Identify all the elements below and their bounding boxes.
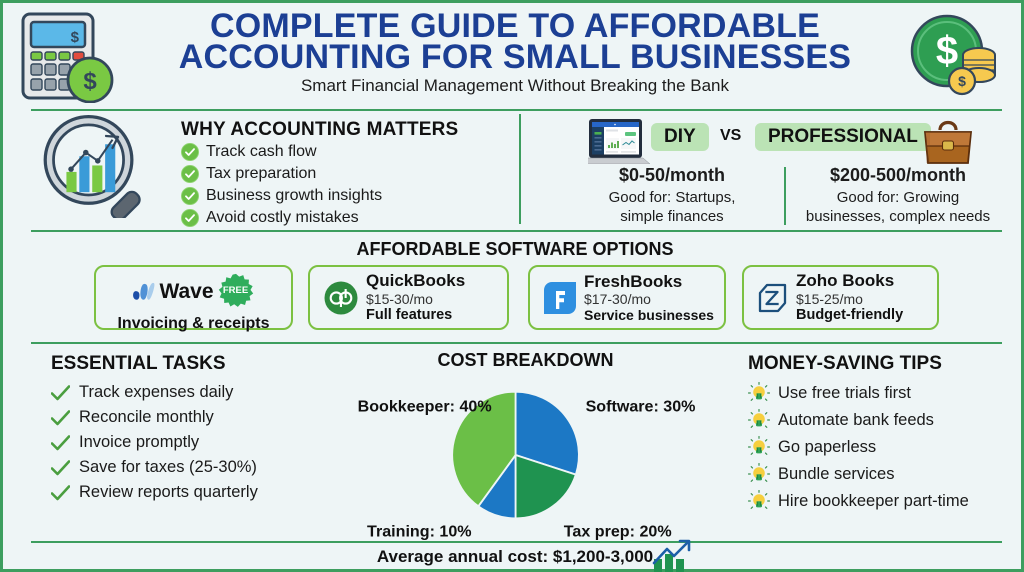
svg-text:$: $: [958, 73, 966, 89]
svg-text:Bookkeeper: 40%: Bookkeeper: 40%: [358, 398, 492, 416]
svg-text:Tax prep: 20%: Tax prep: 20%: [564, 522, 672, 540]
svg-text:Software: 30%: Software: 30%: [586, 398, 696, 416]
svg-text:$: $: [936, 29, 958, 73]
svg-text:Training: 10%: Training: 10%: [367, 522, 472, 540]
